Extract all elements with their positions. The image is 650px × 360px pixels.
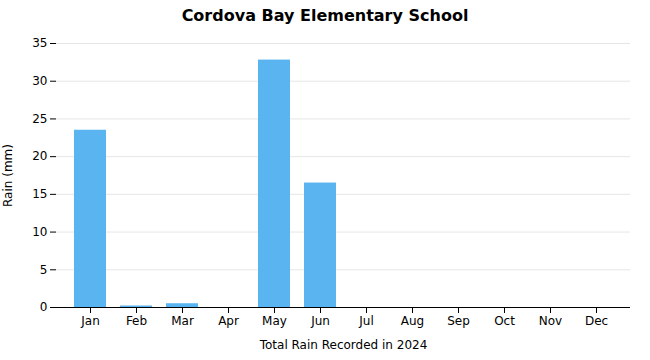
svg-text:Oct: Oct (494, 314, 515, 328)
svg-text:Sep: Sep (447, 314, 470, 328)
svg-text:Dec: Dec (585, 314, 608, 328)
svg-text:Aug: Aug (401, 314, 424, 328)
svg-text:Rain (mm): Rain (mm) (1, 144, 15, 207)
svg-text:Apr: Apr (218, 314, 239, 328)
svg-text:35: 35 (32, 36, 47, 50)
svg-text:Jan: Jan (80, 314, 100, 328)
svg-text:Jul: Jul (358, 314, 373, 328)
svg-text:0: 0 (40, 300, 48, 314)
svg-text:May: May (262, 314, 287, 328)
svg-text:Nov: Nov (539, 314, 562, 328)
html-text:Cordova Bay Elementary School: Cordova Bay Elementary School (181, 6, 469, 25)
svg-text:Mar: Mar (171, 314, 194, 328)
svg-text:Jun: Jun (310, 314, 330, 328)
svg-text:10: 10 (32, 225, 47, 239)
svg-text:Total Rain Recorded in 2024: Total Rain Recorded in 2024 (259, 338, 428, 352)
svg-text:15: 15 (32, 187, 47, 201)
svg-text:20: 20 (32, 149, 47, 163)
svg-text:5: 5 (40, 263, 48, 277)
svg-text:25: 25 (32, 112, 47, 126)
svg-text:Feb: Feb (126, 314, 147, 328)
svg-text:30: 30 (32, 74, 47, 88)
